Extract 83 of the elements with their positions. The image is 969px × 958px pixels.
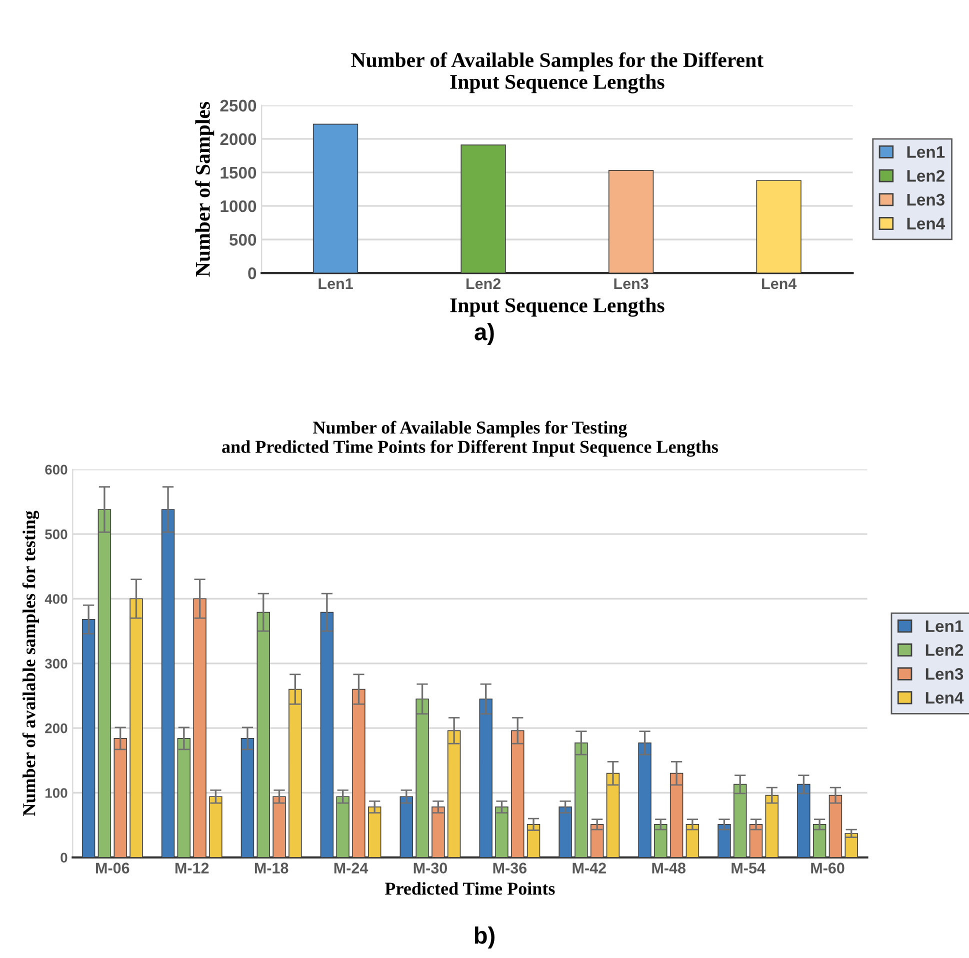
legend-label: Len3 [926, 668, 964, 680]
bar [400, 796, 414, 858]
bar [828, 794, 842, 858]
bar [670, 772, 684, 858]
y-tick-label: 600 [45, 464, 68, 475]
y-tick-label: 2500 [220, 100, 256, 112]
bar [288, 688, 302, 858]
y-tick-label: 1000 [220, 200, 256, 212]
bar [416, 698, 429, 858]
bar [606, 772, 620, 858]
bar [272, 796, 286, 858]
bar [526, 824, 540, 858]
y-axis-title: Number of available samples for testing [22, 510, 40, 816]
y-tick-label: 500 [229, 234, 256, 246]
x-tick-label: Len2 [466, 278, 501, 290]
bar [161, 509, 175, 858]
y-tick-label: 2000 [220, 133, 256, 146]
bar [177, 738, 191, 858]
bar [495, 806, 508, 858]
y-tick-label: 0 [60, 852, 68, 863]
bar [447, 730, 461, 858]
bar [432, 806, 445, 858]
bar [240, 738, 254, 858]
bar [558, 806, 572, 858]
legend-label: Len2 [907, 170, 944, 182]
legend-label: Len4 [907, 218, 946, 230]
y-tick-label: 300 [44, 658, 68, 669]
x-tick-label: M-30 [414, 862, 448, 874]
bar [654, 824, 668, 858]
bar [590, 824, 604, 858]
bar [114, 738, 127, 858]
y-axis-title: Number of Samples [195, 102, 214, 277]
bar [511, 730, 524, 858]
bar [797, 784, 810, 858]
bar [765, 794, 779, 858]
x-tick-label: Len1 [318, 278, 353, 290]
bar [718, 824, 731, 858]
bar [574, 742, 588, 858]
bar [812, 824, 826, 858]
y-tick-label: 100 [46, 788, 68, 798]
bar [82, 619, 96, 858]
x-tick-label: Len4 [762, 278, 797, 290]
x-tick-label: M-54 [732, 862, 766, 874]
bar [749, 824, 763, 858]
text: a) [474, 322, 494, 345]
y-tick-label: 0 [248, 267, 256, 280]
bar [686, 824, 700, 858]
bar [844, 833, 858, 858]
y-tick-label: 200 [45, 723, 68, 734]
legend-label: Len1 [907, 146, 945, 158]
bar [479, 698, 492, 858]
x-tick-label: M-06 [96, 862, 130, 874]
x-tick-label: M-18 [254, 862, 288, 874]
chart-title: Number of Available Samples for Testing and Predicted Time Points for Different Input Sequence Lengths [222, 420, 718, 457]
chart-title: Number of Available Samples for the Different Input Sequence Lengths [351, 52, 764, 94]
bar [352, 688, 366, 858]
x-tick-label: M-12 [175, 862, 209, 874]
y-tick-label: 1500 [220, 166, 256, 179]
bar [638, 742, 652, 858]
x-axis-title: Input Sequence Lengths [450, 298, 664, 317]
bar [320, 612, 334, 858]
x-tick-label: Len3 [614, 278, 648, 290]
bar [98, 509, 112, 858]
x-tick-label: M-48 [652, 862, 686, 874]
bar [256, 612, 270, 858]
y-tick-label: 400 [44, 594, 68, 604]
legend-label: Len3 [907, 194, 945, 206]
x-tick-label: M-36 [493, 862, 527, 874]
legend-label: Len4 [926, 692, 964, 704]
y-tick-label: 500 [45, 529, 68, 540]
text: b) [474, 926, 494, 949]
x-tick-label: M-24 [334, 862, 368, 874]
x-tick-label: M-60 [811, 862, 844, 874]
x-tick-label: M-42 [572, 862, 606, 874]
bar [368, 806, 382, 858]
bar [193, 598, 206, 858]
bar [130, 598, 143, 858]
legend-label: Len1 [926, 620, 964, 632]
bar [734, 784, 747, 858]
legend-label: Len2 [926, 644, 964, 656]
bar [336, 796, 350, 858]
bar [209, 796, 222, 858]
x-axis-title: Predicted Time Points [385, 882, 555, 895]
